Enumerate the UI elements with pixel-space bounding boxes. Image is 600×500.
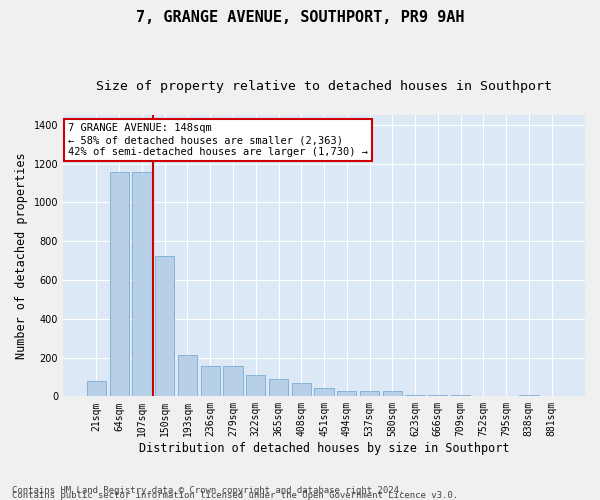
Bar bbox=[406, 395, 425, 396]
Bar bbox=[200, 366, 220, 396]
Bar bbox=[178, 354, 197, 397]
Bar bbox=[360, 391, 379, 396]
Bar bbox=[314, 388, 334, 396]
Text: Contains HM Land Registry data © Crown copyright and database right 2024.: Contains HM Land Registry data © Crown c… bbox=[12, 486, 404, 495]
Bar bbox=[87, 381, 106, 396]
Text: 7, GRANGE AVENUE, SOUTHPORT, PR9 9AH: 7, GRANGE AVENUE, SOUTHPORT, PR9 9AH bbox=[136, 10, 464, 25]
Text: Contains public sector information licensed under the Open Government Licence v3: Contains public sector information licen… bbox=[12, 491, 458, 500]
Bar bbox=[337, 391, 356, 396]
Bar bbox=[110, 172, 129, 396]
X-axis label: Distribution of detached houses by size in Southport: Distribution of detached houses by size … bbox=[139, 442, 509, 455]
Bar bbox=[383, 391, 402, 396]
Title: Size of property relative to detached houses in Southport: Size of property relative to detached ho… bbox=[96, 80, 552, 93]
Bar bbox=[428, 395, 448, 396]
Bar bbox=[269, 380, 288, 396]
Text: 7 GRANGE AVENUE: 148sqm
← 58% of detached houses are smaller (2,363)
42% of semi: 7 GRANGE AVENUE: 148sqm ← 58% of detache… bbox=[68, 124, 368, 156]
Bar bbox=[292, 383, 311, 396]
Bar bbox=[223, 366, 242, 396]
Bar bbox=[246, 376, 265, 396]
Bar bbox=[132, 172, 152, 396]
Bar bbox=[155, 256, 175, 396]
Bar bbox=[519, 395, 539, 396]
Bar bbox=[451, 395, 470, 396]
Y-axis label: Number of detached properties: Number of detached properties bbox=[15, 152, 28, 359]
